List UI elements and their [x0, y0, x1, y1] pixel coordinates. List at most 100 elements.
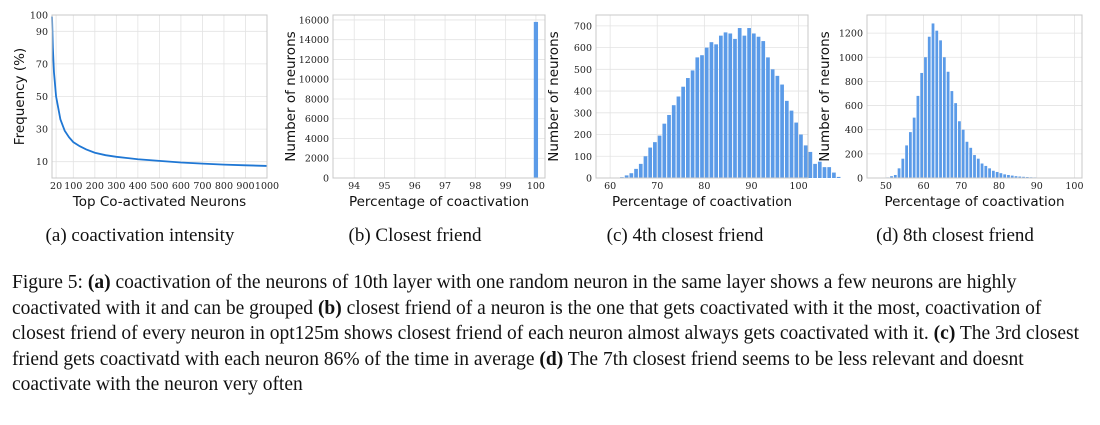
y-tick-label: 6000	[305, 114, 329, 125]
bar	[924, 57, 927, 178]
bar	[634, 168, 638, 178]
bar	[991, 170, 995, 178]
bar	[700, 55, 704, 178]
y-tick-label: 100	[30, 11, 48, 22]
x-tick-label: 200	[86, 181, 104, 192]
bar	[905, 145, 908, 178]
x-tick-label: 400	[129, 181, 147, 192]
bar	[832, 172, 836, 178]
bar	[638, 163, 643, 178]
bar	[1003, 174, 1007, 178]
plot-frame	[332, 14, 546, 179]
x-tick-label: 900	[236, 181, 254, 192]
x-tick-label: 100	[64, 181, 82, 192]
bar	[931, 23, 935, 179]
bar	[723, 32, 728, 179]
bar	[766, 57, 770, 178]
bar	[681, 86, 686, 178]
bar	[912, 117, 916, 178]
x-tick-label: 80	[698, 181, 710, 192]
bar	[728, 33, 733, 179]
y-tick-label: 400	[845, 125, 863, 136]
x-tick-label: 60	[604, 181, 616, 192]
y-tick-label: 600	[574, 43, 592, 54]
x-tick-label: 60	[918, 181, 930, 192]
x-axis-label: Percentage of coactivation	[349, 194, 529, 210]
bar	[946, 71, 950, 178]
bar	[927, 36, 931, 178]
figure-caption: Figure 5: (a) coactivation of the neuron…	[12, 270, 1092, 398]
bar	[643, 156, 648, 178]
bar	[629, 173, 634, 178]
bar	[803, 145, 808, 178]
x-tick-label: 500	[150, 181, 168, 192]
plot-frame	[866, 14, 1083, 179]
caption-label-a: (a)	[87, 272, 111, 293]
x-tick-label: 95	[378, 181, 390, 192]
bar	[624, 175, 629, 178]
x-tick-label: 700	[193, 181, 211, 192]
y-tick-label: 1200	[839, 29, 863, 40]
chart-a: 20 100 200 300 400 500 600 700 800 900 10001030507…	[12, 11, 279, 211]
x-tick-label: 300	[107, 181, 125, 192]
bar	[667, 114, 671, 178]
bar	[780, 84, 784, 178]
plot-area	[333, 15, 545, 178]
y-tick-label: 90	[36, 27, 48, 38]
x-tick-label: 100	[1065, 181, 1083, 192]
bar	[756, 36, 761, 178]
plot-frame	[595, 14, 809, 179]
subcaption-d: (d) 8th closest friend	[876, 225, 1034, 246]
bar	[950, 91, 954, 178]
bar	[718, 35, 723, 178]
bar	[916, 95, 920, 178]
bar	[1018, 176, 1022, 178]
bar	[657, 135, 662, 178]
x-tick-label: 98	[469, 181, 481, 192]
bar	[995, 171, 999, 178]
bar	[761, 41, 766, 178]
bar	[747, 28, 751, 179]
bar	[954, 103, 958, 178]
y-tick-label: 10000	[299, 75, 329, 86]
bar	[742, 35, 747, 178]
series-line	[51, 16, 268, 167]
x-tick-label: 100	[790, 181, 808, 192]
x-tick-label: 100	[527, 181, 545, 192]
x-tick-label: 96	[409, 181, 421, 192]
y-tick-label: 500	[574, 65, 592, 76]
bar	[969, 147, 973, 178]
y-tick-label: 600	[845, 101, 863, 112]
x-axis-label: Percentage of coactivation	[884, 194, 1064, 210]
bar	[648, 147, 653, 178]
bar	[822, 167, 827, 178]
bar	[908, 132, 912, 178]
subcaption-a: (a) coactivation intensity	[45, 225, 235, 246]
bar	[988, 168, 991, 178]
y-tick-label: 14000	[299, 35, 329, 46]
bar	[973, 155, 976, 178]
bar	[737, 28, 742, 179]
y-axis-label: Number of neurons	[546, 31, 562, 161]
y-tick-label: 800	[845, 77, 863, 88]
bar	[808, 151, 813, 178]
x-tick-label: 70	[955, 181, 967, 192]
bar	[976, 158, 980, 178]
y-tick-label: 100	[574, 152, 592, 163]
caption-text-a: coactivation of the neurons of 10th laye…	[12, 272, 1017, 319]
y-tick-label: 70	[36, 59, 48, 70]
chart-b: 94 95 96 97 98 99 100 0 2000 4000 6000 8000 10000 120…	[283, 14, 546, 210]
chart-d: 50 60 70 80 90 100020040060080010001200Percen…	[817, 14, 1084, 210]
x-axis-label: Percentage of coactivation	[612, 194, 792, 210]
y-tick-label: 700	[574, 21, 592, 32]
x-tick-label: 1000	[255, 181, 279, 192]
y-tick-label: 12000	[299, 55, 329, 66]
bar	[733, 38, 737, 179]
x-tick-label: 90	[1031, 181, 1043, 192]
y-tick-label: 0	[857, 174, 863, 185]
y-axis-label: Number of neurons	[283, 31, 299, 161]
x-tick-label: 20	[50, 181, 62, 192]
bar	[965, 141, 969, 178]
bar	[653, 142, 657, 178]
bar	[789, 110, 794, 178]
